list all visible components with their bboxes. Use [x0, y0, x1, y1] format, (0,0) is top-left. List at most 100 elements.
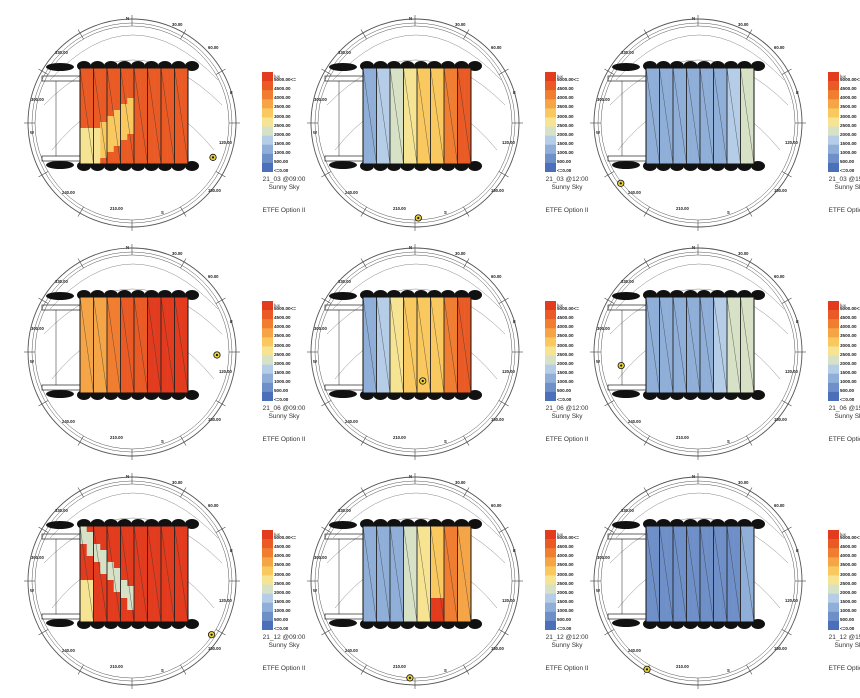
heatmap-cell: [679, 604, 687, 611]
heatmap-cell: [444, 610, 451, 617]
heatmap-cell: [80, 610, 87, 617]
heatmap-cell: [167, 363, 175, 370]
heatmap-cell: [410, 140, 418, 147]
heatmap-cell: [437, 363, 445, 370]
heatmap-cell: [100, 375, 108, 382]
heatmap-cell: [673, 74, 680, 81]
heatmap-cell: [181, 556, 189, 563]
heatmap-cell: [673, 116, 680, 123]
bracing-line: [645, 296, 660, 394]
heatmap-cell: [747, 98, 755, 105]
wing-rail: [41, 613, 83, 620]
heatmap-cell: [167, 80, 175, 87]
heatmap-cell: [80, 86, 87, 93]
heatmap-cell: [140, 556, 148, 563]
heatmap-cell: [107, 297, 114, 304]
floor-plate-outline: [645, 525, 755, 623]
heatmap-cell: [444, 297, 451, 304]
heatmap-cell: [134, 532, 141, 539]
sun-position-dot: [408, 676, 412, 679]
heatmap-cell: [80, 556, 87, 563]
heatmap-cell: [147, 321, 155, 328]
heatmap-cell: [679, 381, 687, 388]
heatmap-cell: [107, 339, 114, 346]
heatmap-cell: [457, 369, 465, 376]
heatmap-cell: [154, 152, 162, 159]
heatmap-cell: [673, 333, 680, 340]
compass-label: 300.00: [597, 326, 610, 331]
legend-swatch: [545, 301, 556, 311]
heatmap-cell: [444, 110, 451, 117]
heatmap-cell: [161, 574, 168, 581]
compass-label: E: [230, 90, 233, 95]
heatmap-cell: [700, 363, 707, 370]
heatmap-cell: [174, 363, 182, 370]
legend-label: 500.00: [840, 388, 855, 393]
heatmap-cell: [161, 345, 168, 352]
compass-label: W: [313, 359, 317, 364]
heatmap-cell: [403, 375, 411, 382]
heatmap-cell: [113, 381, 121, 388]
legend-label: <=0.00: [557, 168, 572, 174]
sun-position-dot: [215, 353, 219, 357]
heatmap-cell: [80, 544, 87, 551]
heatmap-cell: [417, 303, 424, 310]
sun-path-arc: [615, 492, 785, 539]
heatmap-cell: [646, 110, 653, 117]
heatmap-cell: [86, 74, 94, 81]
heatmap-cell: [181, 369, 189, 376]
heatmap-cell: [652, 92, 660, 99]
legend-label: 3500.00: [557, 562, 574, 568]
heatmap-cell: [113, 339, 121, 346]
heatmap-cell: [727, 68, 734, 75]
heatmap-cell: [733, 580, 741, 587]
heatmap-cell: [369, 309, 377, 316]
heatmap-cell: [120, 327, 128, 334]
heatmap-cell: [464, 550, 472, 557]
heatmap-cell: [167, 369, 175, 376]
legend-label: 4000.00: [274, 95, 291, 101]
heatmap-cell: [127, 586, 135, 593]
heatmap-cell: [140, 309, 148, 316]
heatmap-cell: [659, 68, 667, 75]
heatmap-cell: [713, 104, 721, 111]
heatmap-cell: [403, 116, 411, 123]
heatmap-cell: [430, 568, 438, 575]
heatmap-cell: [666, 568, 674, 575]
heatmap-cell: [457, 146, 465, 153]
heatmap-cell: [464, 339, 472, 346]
heatmap-cell: [464, 345, 472, 352]
heatmap-cell: [80, 357, 87, 364]
heatmap-cell: [167, 128, 175, 135]
heatmap-cell: [646, 92, 653, 99]
heatmap-cell: [100, 598, 108, 605]
heatmap-cell: [646, 321, 653, 328]
heatmap-cell: [430, 309, 438, 316]
heatmap-cell: [652, 116, 660, 123]
heatmap-cell: [140, 321, 148, 328]
heatmap-cell: [464, 80, 472, 87]
heatmap-cell: [706, 80, 714, 87]
heatmap-cell: [437, 92, 445, 99]
heatmap-cell: [369, 140, 377, 147]
sun-path-diagram: [590, 15, 806, 231]
heatmap-cell: [666, 375, 674, 382]
heatmap-cell: [450, 140, 458, 147]
heatmap-cell: [417, 363, 424, 370]
heatmap-cell: [134, 538, 141, 545]
heatmap-cell: [410, 363, 418, 370]
compass-tick: [38, 629, 49, 636]
heatmap-cell: [693, 351, 701, 358]
heatmap-cell: [430, 297, 438, 304]
heatmap-cell: [410, 526, 418, 533]
heatmap-cell: [161, 339, 168, 346]
compass-tick: [643, 206, 650, 217]
legend-label: 4500.00: [557, 86, 574, 92]
heatmap-cell: [174, 538, 182, 545]
heatmap-cell: [410, 544, 418, 551]
heatmap-cell: [369, 128, 377, 135]
heatmap-cell: [686, 98, 694, 105]
heatmap-cell: [383, 375, 391, 382]
compass-label: 210.00: [110, 435, 123, 440]
heatmap-cell: [727, 333, 734, 340]
